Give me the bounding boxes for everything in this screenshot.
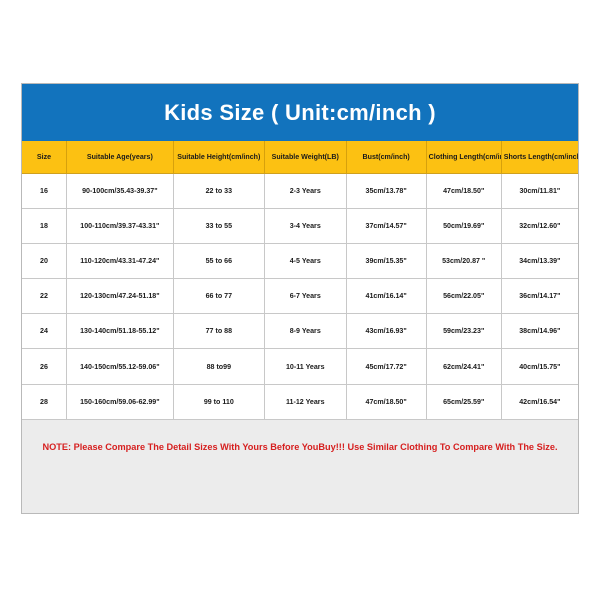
table-body: 16 90-100cm/35.43-39.37" 22 to 33 2-3 Ye… — [22, 173, 578, 420]
cell-bust: 39cm/15.35" — [346, 243, 427, 280]
cell-bust: 41cm/16.14" — [346, 278, 427, 315]
cell-bust: 45cm/17.72" — [346, 348, 427, 385]
column-header-bust: Bust(cm/inch) — [346, 141, 427, 174]
cell-height: 33 to 55 — [173, 208, 265, 244]
cell-weight: 11-12 Years — [264, 384, 347, 420]
cell-weight: 2-3 Years — [264, 173, 347, 209]
cell-shorts-length: 40cm/15.75" — [501, 348, 578, 385]
cell-bust: 35cm/13.78" — [346, 173, 427, 209]
cell-age: 100-110cm/39.37-43.31" — [66, 208, 174, 244]
table-row: 24 130-140cm/51.18-55.12" 77 to 88 8-9 Y… — [22, 313, 578, 350]
cell-clothing-length: 50cm/19.69" — [426, 208, 502, 244]
cell-height: 99 to 110 — [173, 384, 265, 420]
cell-weight: 3-4 Years — [264, 208, 347, 244]
cell-clothing-length: 47cm/18.50" — [426, 173, 502, 209]
cell-weight: 8-9 Years — [264, 313, 347, 350]
cell-height: 22 to 33 — [173, 173, 265, 209]
cell-size: 16 — [22, 173, 67, 209]
column-header-suitable-height: Suitable Height(cm/inch) — [173, 141, 265, 174]
column-header-shorts-length: Shorts Length(cm/inch) — [501, 141, 578, 174]
column-header-clothing-length: Clothing Length(cm/inch) — [426, 141, 502, 174]
cell-shorts-length: 30cm/11.81" — [501, 173, 578, 209]
size-chart-card: Kids Size ( Unit:cm/inch ) Size Suitable… — [21, 83, 579, 514]
cell-weight: 10-11 Years — [264, 348, 347, 385]
cell-bust: 43cm/16.93" — [346, 313, 427, 350]
table-header: Size Suitable Age(years) Suitable Height… — [22, 141, 578, 174]
table-row: 18 100-110cm/39.37-43.31" 33 to 55 3-4 Y… — [22, 208, 578, 244]
cell-age: 90-100cm/35.43-39.37" — [66, 173, 174, 209]
cell-size: 26 — [22, 348, 67, 385]
cell-clothing-length: 56cm/22.05" — [426, 278, 502, 315]
cell-shorts-length: 38cm/14.96" — [501, 313, 578, 350]
table-row: 16 90-100cm/35.43-39.37" 22 to 33 2-3 Ye… — [22, 173, 578, 209]
column-header-size: Size — [22, 141, 67, 174]
cell-bust: 47cm/18.50" — [346, 384, 427, 420]
table-row: 28 150-160cm/59.06-62.99" 99 to 110 11-1… — [22, 384, 578, 420]
page-title: Kids Size ( Unit:cm/inch ) — [164, 99, 436, 125]
cell-age: 120-130cm/47.24-51.18" — [66, 278, 174, 315]
cell-size: 20 — [22, 243, 67, 280]
cell-weight: 6-7 Years — [264, 278, 347, 315]
cell-clothing-length: 62cm/24.41" — [426, 348, 502, 385]
cell-size: 24 — [22, 313, 67, 350]
table-row: 26 140-150cm/55.12-59.06" 88 to99 10-11 … — [22, 348, 578, 385]
cell-shorts-length: 42cm/16.54" — [501, 384, 578, 420]
size-table: Size Suitable Age(years) Suitable Height… — [22, 141, 578, 420]
cell-age: 130-140cm/51.18-55.12" — [66, 313, 174, 350]
cell-age: 140-150cm/55.12-59.06" — [66, 348, 174, 385]
column-header-suitable-age: Suitable Age(years) — [66, 141, 174, 174]
cell-shorts-length: 32cm/12.60" — [501, 208, 578, 244]
table-header-row: Size Suitable Age(years) Suitable Height… — [22, 141, 578, 174]
cell-height: 77 to 88 — [173, 313, 265, 350]
cell-clothing-length: 65cm/25.59" — [426, 384, 502, 420]
chart-title-banner: Kids Size ( Unit:cm/inch ) — [22, 84, 578, 141]
cell-age: 110-120cm/43.31-47.24" — [66, 243, 174, 280]
chart-note-text: NOTE: Please Compare The Detail Sizes Wi… — [42, 441, 558, 452]
table-row: 22 120-130cm/47.24-51.18" 66 to 77 6-7 Y… — [22, 278, 578, 315]
chart-note-bar: NOTE: Please Compare The Detail Sizes Wi… — [22, 419, 578, 513]
column-header-suitable-weight: Suitable Weight(LB) — [264, 141, 347, 174]
cell-bust: 37cm/14.57" — [346, 208, 427, 244]
cell-clothing-length: 59cm/23.23" — [426, 313, 502, 350]
cell-age: 150-160cm/59.06-62.99" — [66, 384, 174, 420]
cell-size: 28 — [22, 384, 67, 420]
cell-shorts-length: 36cm/14.17" — [501, 278, 578, 315]
cell-clothing-length: 53cm/20.87 " — [426, 243, 502, 280]
table-row: 20 110-120cm/43.31-47.24" 55 to 66 4-5 Y… — [22, 243, 578, 280]
cell-size: 22 — [22, 278, 67, 315]
cell-height: 88 to99 — [173, 348, 265, 385]
cell-height: 55 to 66 — [173, 243, 265, 280]
cell-shorts-length: 34cm/13.39" — [501, 243, 578, 280]
cell-weight: 4-5 Years — [264, 243, 347, 280]
cell-height: 66 to 77 — [173, 278, 265, 315]
cell-size: 18 — [22, 208, 67, 244]
